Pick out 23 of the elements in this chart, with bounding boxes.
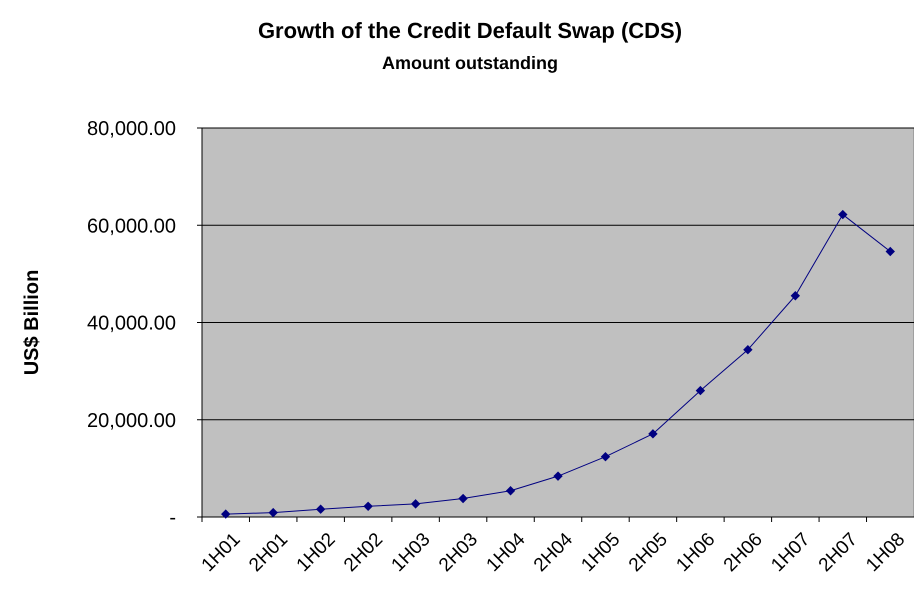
point	[221, 510, 230, 519]
point	[600, 452, 610, 462]
point	[886, 247, 895, 256]
y-tick-label: 40,000.00	[87, 312, 176, 334]
y-tick-label: 80,000.00	[87, 118, 176, 140]
chart-subtitle: Amount outstanding	[382, 53, 558, 73]
chart-title: Growth of the Credit Default Swap (CDS)	[258, 18, 682, 43]
point	[838, 210, 848, 220]
point	[411, 499, 420, 508]
point	[316, 504, 326, 514]
point	[554, 472, 562, 481]
point	[696, 386, 705, 396]
point	[743, 345, 752, 354]
point	[268, 508, 278, 518]
y-axis-title: US$ Billion	[21, 270, 43, 376]
point	[790, 291, 800, 300]
y-tick-label: -	[169, 507, 176, 529]
point	[648, 429, 658, 438]
y-tick-label: 60,000.00	[87, 215, 176, 238]
point	[506, 486, 516, 496]
point	[364, 502, 373, 511]
point	[458, 494, 468, 504]
y-tick-label: 20,000.00	[87, 410, 176, 432]
